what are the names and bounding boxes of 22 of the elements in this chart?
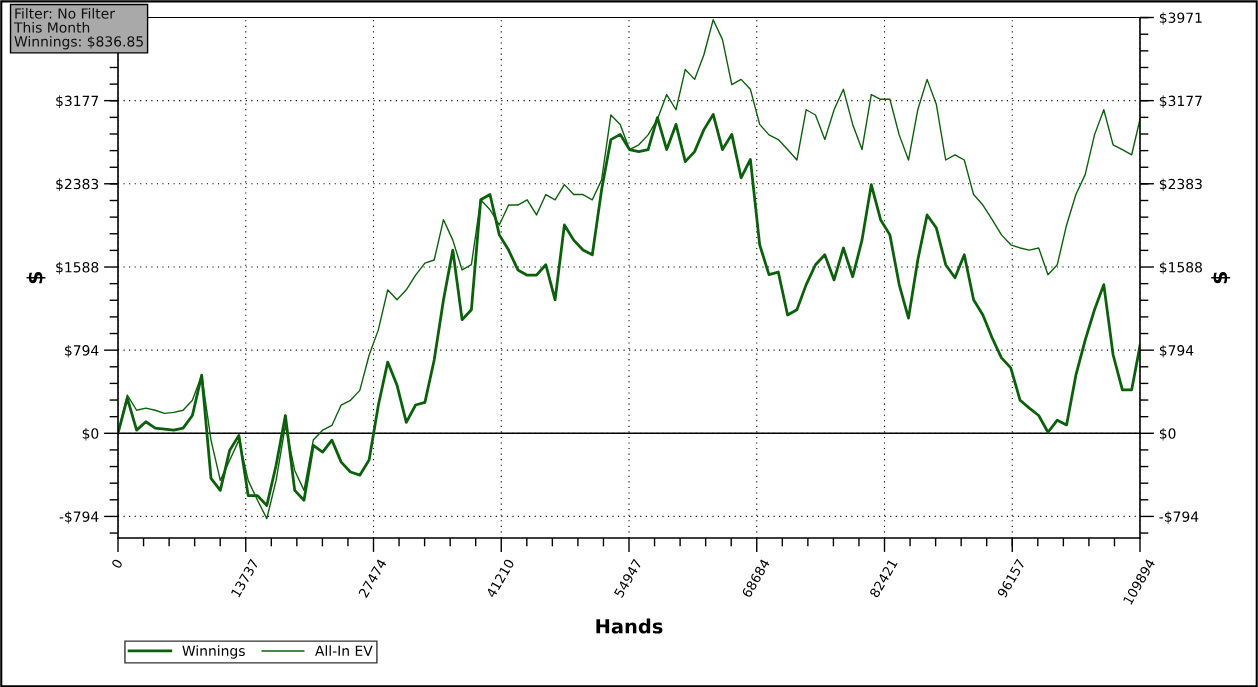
y-tick-label: -$794: [59, 511, 99, 524]
text: This Month: [13, 21, 90, 33]
x-axis-title: Hands: [596, 618, 663, 634]
y2-tick-label: $1588: [1159, 261, 1202, 275]
y2-tick-label: $794: [1159, 344, 1194, 358]
x-tick-label: 0: [111, 558, 123, 570]
y-axis-title: $: [26, 271, 46, 284]
y-tick-label: $1588: [56, 261, 99, 275]
y-tick-label: $0: [82, 428, 99, 441]
y-tick-label: $794: [65, 344, 99, 358]
legend-label: All-In EV: [315, 645, 373, 656]
y2-tick-label: $3971: [1159, 12, 1202, 25]
y2-tick-label: $3177: [1159, 95, 1202, 108]
annotation: Winnings: $836.85: [14, 35, 143, 50]
y2-tick-label: $0: [1159, 428, 1176, 441]
y2-tick-label: -$794: [1159, 511, 1199, 524]
y2-tick-label: $2383: [1159, 178, 1202, 192]
y-tick-label: $3177: [56, 95, 99, 108]
y2-axis-title: $: [1211, 271, 1231, 284]
text: Filter: No Filter: [15, 8, 115, 19]
y-tick-label: $2383: [56, 178, 99, 192]
legend-label: Winnings: [182, 645, 245, 659]
